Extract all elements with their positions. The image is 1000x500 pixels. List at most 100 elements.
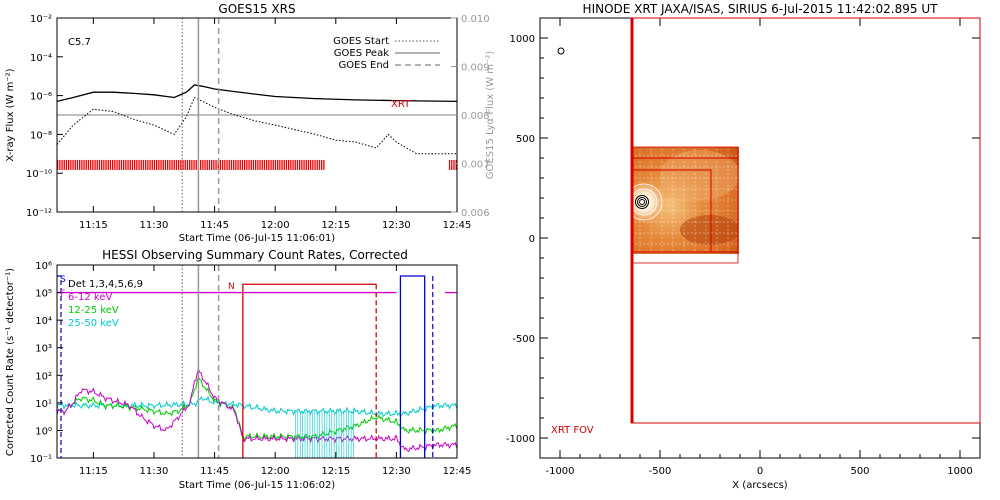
hessi-x-axis: 11:15 11:30 11:45 12:00 12:15 12:30 12:45 xyxy=(79,265,471,477)
xrt-grid-dot xyxy=(715,188,717,190)
xrt-grid-dot xyxy=(738,217,739,219)
xrt-coverage-mark xyxy=(193,159,195,170)
xrt-grid-dot xyxy=(738,149,739,151)
xrt-grid-dot xyxy=(683,199,685,201)
xrt-grid-dot xyxy=(723,155,725,157)
xrt-coverage-mark xyxy=(167,159,169,170)
xrt-grid-dot xyxy=(661,213,663,215)
xrt-grid-dot xyxy=(679,166,681,168)
xrt-grid-dot xyxy=(672,217,674,219)
xrt-grid-dot xyxy=(705,149,707,151)
xrt-coverage-mark xyxy=(182,159,184,170)
xrt-grid-dot xyxy=(715,221,717,223)
xrt-y-tick-label: 1000 xyxy=(510,34,535,45)
xrt-grid-dot xyxy=(719,210,721,212)
xrt-grid-dot xyxy=(716,241,718,243)
xrt-y-tick-label: 500 xyxy=(516,134,535,145)
xrt-coverage-mark xyxy=(57,159,59,170)
xrt-grid-dot xyxy=(694,249,696,251)
xrt-grid-dot xyxy=(716,193,718,195)
xrt-grid-dot xyxy=(683,233,685,235)
xrt-grid-dot xyxy=(683,225,685,227)
xrt-grid-dot xyxy=(639,166,641,168)
xrt-grid-dot xyxy=(659,243,661,245)
xrt-grid-dot xyxy=(699,177,701,179)
xrt-grid-dot xyxy=(716,221,718,223)
xrt-grid-dot xyxy=(694,165,696,167)
xrt-coverage-mark xyxy=(206,159,208,170)
xrt-grid-dot xyxy=(719,177,721,179)
xrt-grid-dot xyxy=(731,177,733,179)
xrt-coverage-mark xyxy=(116,159,118,170)
xrt-grid-dot xyxy=(727,213,729,215)
xrt-grid-dot xyxy=(667,155,669,157)
xrt-y-tick-label: -500 xyxy=(512,334,535,345)
xrt-grid-dot xyxy=(643,221,645,223)
xrt-grid-dot xyxy=(727,210,729,212)
xrt-grid-dot xyxy=(711,221,713,223)
xrt-source-contour-3 xyxy=(639,199,645,205)
xrt-grid-dot xyxy=(675,177,677,179)
xrt-grid-dot xyxy=(672,249,674,251)
xrt-coverage-mark xyxy=(114,159,116,170)
xrt-grid-dot xyxy=(650,161,652,163)
xrt-grid-dot xyxy=(672,237,674,239)
xrt-grid-dot xyxy=(683,185,685,187)
xrt-grid-dot xyxy=(727,229,729,231)
xrt-grid-dot xyxy=(727,193,729,195)
xrt-coverage-mark xyxy=(164,159,167,170)
xrt-coverage-mark xyxy=(290,159,292,170)
xrt-grid-dot xyxy=(705,217,707,219)
xrt-grid-dot xyxy=(650,225,652,227)
xrt-grid-dot xyxy=(719,221,721,223)
xrt-grid-dot xyxy=(731,232,733,234)
hessi-y-tick-label: 10³ xyxy=(35,344,52,355)
xrt-coverage-mark xyxy=(448,159,451,170)
xrt-grid-dot xyxy=(679,188,681,190)
xrt-coverage-mark xyxy=(292,159,294,170)
goes-y-tick-label: 10⁻⁶ xyxy=(30,92,52,103)
xrt-grid-dot xyxy=(663,177,665,179)
xrt-grid-dot xyxy=(705,237,707,239)
xrt-grid-dot xyxy=(683,155,685,157)
xrt-grid-dot xyxy=(705,181,707,183)
xrt-coverage-mark xyxy=(241,159,244,170)
hessi-x-tick-label: 12:45 xyxy=(443,466,472,477)
xrt-grid-dot xyxy=(707,232,709,234)
xrt-grid-dot xyxy=(716,225,718,227)
xrt-coverage-mark xyxy=(283,159,285,170)
xrt-grid-dot xyxy=(705,221,707,223)
xrt-coverage-mark xyxy=(285,159,288,170)
xrt-grid-dot xyxy=(716,173,718,175)
xrt-grid-dot xyxy=(639,185,641,187)
xrt-coverage-mark xyxy=(312,159,314,170)
xrt-grid-dot xyxy=(639,149,641,151)
xrt-grid-dot xyxy=(643,188,645,190)
xrt-grid-dot xyxy=(735,166,737,168)
xrt-coverage-mark xyxy=(112,159,114,170)
hessi-y-axis: 10⁶ 10⁵ 10⁴ 10³ 10² 10¹ 10⁰ 10⁻¹ xyxy=(30,261,63,465)
xrt-grid-dot xyxy=(719,166,721,168)
xrt-grid-dot xyxy=(705,165,707,167)
xrt-grid-dot xyxy=(643,210,645,212)
xrt-grid-dot xyxy=(694,149,696,151)
xrt-grid-dot xyxy=(639,233,641,235)
xrt-grid-dot xyxy=(675,243,677,245)
xrt-grid-dot xyxy=(705,197,707,199)
xrt-coverage-mark xyxy=(268,159,270,170)
xrt-grid-dot xyxy=(659,177,661,179)
goes-x-tick-label: 11:30 xyxy=(140,220,169,231)
xrt-coverage-mark xyxy=(272,159,274,170)
xrt-grid-dot xyxy=(650,189,652,191)
goes-x-tick-label: 12:00 xyxy=(261,220,290,231)
xrt-grid-dot xyxy=(661,161,663,163)
xrt-grid-dot xyxy=(707,188,709,190)
xrt-grid-dot xyxy=(705,161,707,163)
xrt-grid-dot xyxy=(716,201,718,203)
xrt-grid-dot xyxy=(731,210,733,212)
xrt-grid-dot xyxy=(695,188,697,190)
xrt-coverage-mark xyxy=(129,159,131,170)
xrt-coverage-mark xyxy=(79,159,81,170)
xrt-grid-dot xyxy=(716,197,718,199)
